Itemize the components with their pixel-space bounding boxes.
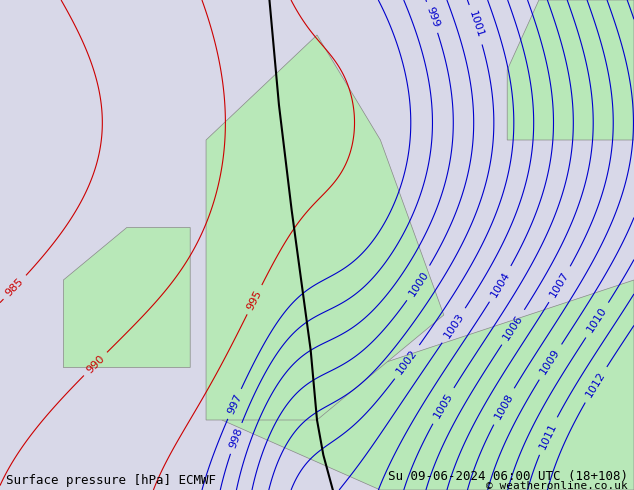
Text: 1001: 1001 [467,10,485,40]
Text: 1006: 1006 [501,313,525,342]
Text: 1008: 1008 [493,392,515,421]
Text: 1009: 1009 [538,347,562,376]
Polygon shape [63,227,190,368]
Text: 999: 999 [424,5,441,29]
Text: 1002: 1002 [395,348,420,376]
Text: Surface pressure [hPa] ECMWF: Surface pressure [hPa] ECMWF [6,474,216,487]
Polygon shape [507,0,634,140]
Text: 998: 998 [228,426,244,450]
Text: 1011: 1011 [538,421,559,451]
Text: 1005: 1005 [432,391,455,420]
Text: 1004: 1004 [489,270,512,298]
Text: Su 09-06-2024 06:00 UTC (18+108): Su 09-06-2024 06:00 UTC (18+108) [387,470,628,484]
Text: 1007: 1007 [548,270,571,299]
Text: © weatheronline.co.uk: © weatheronline.co.uk [486,481,628,490]
Text: 990: 990 [84,353,107,375]
Text: 1003: 1003 [442,311,466,340]
Text: 1012: 1012 [585,370,607,399]
Text: 1000: 1000 [407,269,430,297]
Text: 997: 997 [226,392,243,416]
Text: 995: 995 [245,288,264,312]
Text: 985: 985 [4,276,26,298]
Polygon shape [222,280,634,490]
Polygon shape [206,35,444,420]
Text: 1010: 1010 [585,306,609,335]
